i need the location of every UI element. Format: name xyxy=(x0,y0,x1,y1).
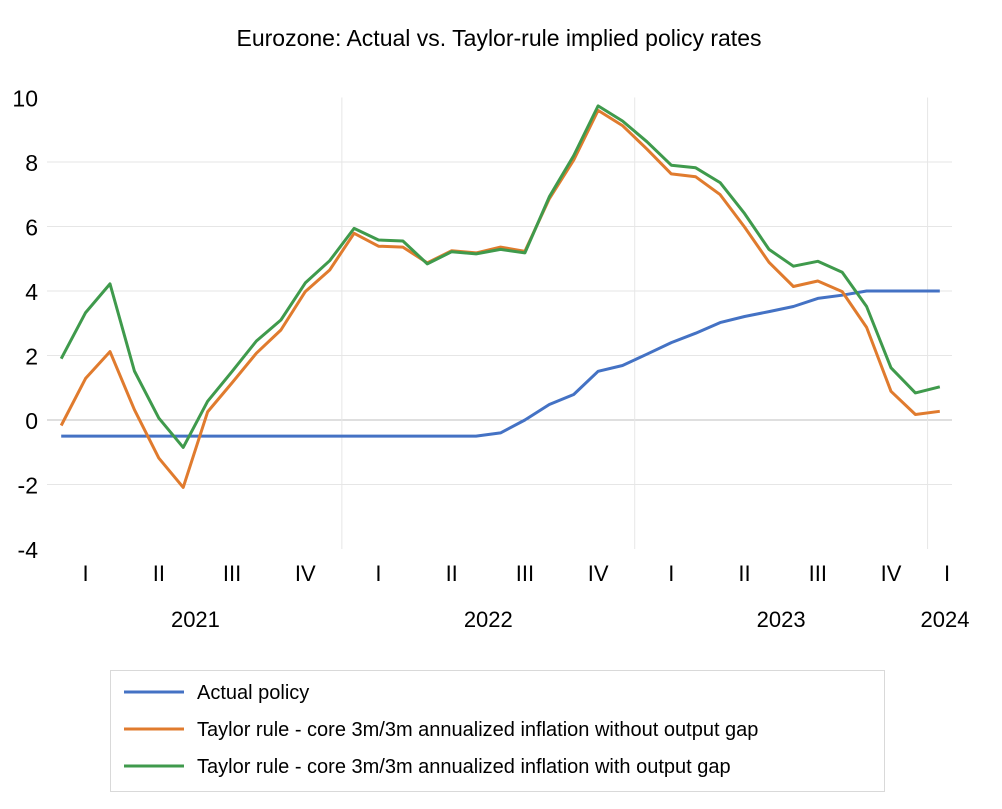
x-tick-quarter: III xyxy=(223,561,241,586)
series-line-3 xyxy=(59,104,941,449)
x-tick-quarter: I xyxy=(83,561,89,586)
x-tick-quarter: III xyxy=(809,561,827,586)
x-tick-year: 2022 xyxy=(464,607,513,632)
x-tick-quarter: IV xyxy=(295,561,316,586)
y-axis-ticks: 10 8 6 4 2 0 -2 -4 xyxy=(12,86,38,564)
series-lines xyxy=(59,104,941,489)
x-tick-quarter: I xyxy=(375,561,381,586)
x-tick-quarter: III xyxy=(516,561,534,586)
x-tick-year: 2021 xyxy=(171,607,220,632)
legend-label: Actual policy xyxy=(197,682,309,704)
x-tick-year: 2023 xyxy=(757,607,806,632)
legend-label: Taylor rule - core 3m/3m annualized infl… xyxy=(197,756,731,778)
x-tick-quarter: II xyxy=(738,561,750,586)
x-tick-quarter: IV xyxy=(588,561,609,586)
y-tick-label: 8 xyxy=(25,150,38,176)
gridlines xyxy=(47,97,952,549)
y-tick-label: -2 xyxy=(18,473,38,499)
x-tick-quarter: I xyxy=(668,561,674,586)
legend-box xyxy=(110,670,885,792)
y-tick-label: 10 xyxy=(12,86,38,112)
y-tick-label: 0 xyxy=(25,408,38,434)
y-tick-label: -4 xyxy=(18,537,39,563)
x-tick-quarter: IV xyxy=(881,561,902,586)
legend-label: Taylor rule - core 3m/3m annualized infl… xyxy=(197,719,758,741)
x-tick-quarter: II xyxy=(153,561,165,586)
series-line-1 xyxy=(61,289,940,438)
x-tick-quarter: I xyxy=(944,561,950,586)
chart-title: Eurozone: Actual vs. Taylor-rule implied… xyxy=(237,25,762,51)
legend: Actual policy Taylor rule - core 3m/3m an… xyxy=(110,670,885,792)
y-tick-label: 4 xyxy=(25,279,38,305)
x-tick-quarter: II xyxy=(446,561,458,586)
y-tick-label: 2 xyxy=(25,344,38,370)
series-line-2 xyxy=(59,108,940,489)
y-tick-label: 6 xyxy=(25,215,38,241)
x-tick-year: 2024 xyxy=(921,607,970,632)
